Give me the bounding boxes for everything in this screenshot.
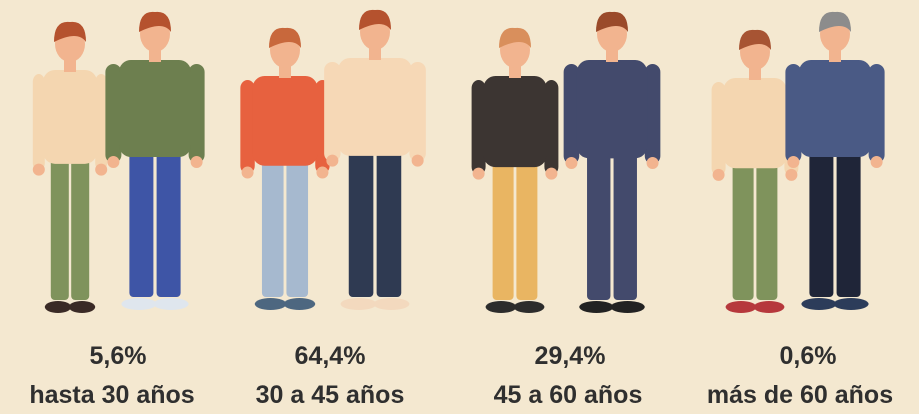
hair	[54, 21, 86, 42]
shoe	[373, 298, 410, 310]
arm	[32, 74, 45, 171]
torso	[43, 70, 97, 164]
hand	[565, 157, 578, 170]
hair	[596, 11, 628, 32]
torso	[723, 78, 787, 169]
shoe	[725, 301, 757, 313]
percentage: 29,4%	[535, 342, 606, 370]
person	[240, 27, 330, 310]
leg	[286, 150, 309, 297]
leg	[756, 153, 778, 300]
arm	[409, 62, 426, 162]
leg	[516, 152, 538, 300]
hair	[269, 27, 301, 48]
age-label: 45 a 60 años	[494, 381, 643, 409]
person	[711, 29, 799, 313]
leg	[156, 142, 181, 297]
hand	[472, 167, 485, 180]
leg	[129, 142, 154, 297]
shoe	[254, 298, 287, 310]
shoe	[579, 301, 614, 313]
leg	[50, 148, 69, 300]
age-label: 30 a 45 años	[256, 381, 405, 409]
person	[785, 11, 885, 310]
arm	[644, 64, 661, 164]
arm	[95, 74, 108, 171]
arm	[471, 80, 486, 175]
leg	[376, 140, 402, 297]
hand	[107, 156, 120, 168]
shoe	[610, 301, 645, 313]
torso	[338, 58, 412, 156]
person	[471, 27, 559, 313]
hand	[787, 156, 800, 168]
age-label: más de 60 años	[707, 381, 893, 409]
torso	[799, 60, 871, 157]
people-illustrations	[32, 9, 885, 313]
arm	[563, 64, 580, 164]
hand	[411, 154, 424, 167]
torso	[252, 76, 318, 166]
leg	[492, 152, 514, 300]
shoe	[283, 298, 316, 310]
hand	[316, 166, 329, 179]
leg	[348, 140, 374, 297]
age-label: hasta 30 años	[29, 381, 194, 409]
arm	[324, 62, 341, 162]
torso	[576, 60, 648, 159]
torso	[483, 76, 547, 168]
hand	[241, 166, 254, 179]
arm	[240, 80, 255, 174]
hair	[359, 9, 391, 30]
arm	[544, 80, 559, 175]
hair	[819, 11, 851, 32]
hand	[190, 156, 203, 168]
person	[563, 11, 661, 313]
leg	[587, 143, 611, 300]
leg	[732, 153, 754, 300]
torso	[119, 60, 191, 157]
shoe	[121, 298, 157, 310]
percentage: 64,4%	[295, 342, 366, 370]
leg	[836, 142, 861, 297]
percentage: 5,6%	[90, 342, 147, 370]
leg	[71, 148, 90, 300]
hand	[95, 163, 108, 176]
leg	[809, 142, 834, 297]
arm	[188, 64, 205, 163]
shoe	[753, 301, 785, 313]
person	[32, 21, 108, 313]
arm	[785, 64, 802, 163]
arm	[105, 64, 122, 163]
hand	[785, 168, 798, 181]
hand	[326, 154, 339, 167]
person	[105, 11, 205, 310]
hand	[712, 168, 725, 181]
hand	[32, 163, 45, 176]
hair	[499, 27, 531, 48]
leg	[613, 143, 637, 300]
arm	[868, 64, 885, 163]
shoe	[801, 298, 837, 310]
shoe	[44, 301, 72, 313]
shoe	[485, 301, 517, 313]
percentage: 0,6%	[780, 342, 837, 370]
hand	[870, 156, 883, 168]
shoe	[340, 298, 377, 310]
leg	[261, 150, 284, 297]
shoe	[68, 301, 96, 313]
hand	[545, 167, 558, 180]
shoe	[833, 298, 869, 310]
shoe	[513, 301, 545, 313]
hair	[139, 11, 171, 32]
hand	[646, 157, 659, 170]
hair	[739, 29, 771, 50]
arm	[711, 82, 726, 177]
person	[324, 9, 426, 310]
shoe	[153, 298, 189, 310]
